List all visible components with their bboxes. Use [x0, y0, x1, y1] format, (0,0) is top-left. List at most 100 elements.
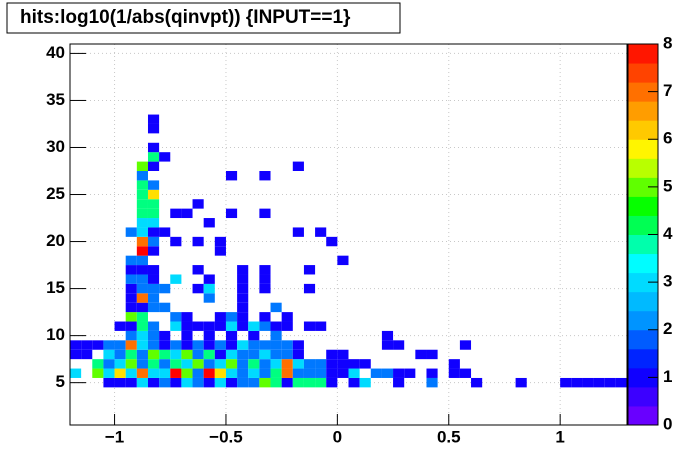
cell [225, 349, 238, 360]
cell [136, 283, 148, 294]
cell [136, 321, 148, 331]
cell [292, 349, 304, 360]
cell [259, 359, 271, 369]
color-bar-step [628, 215, 658, 235]
cell [170, 208, 182, 219]
cell [192, 368, 204, 378]
cell [426, 368, 438, 378]
y-tick-label: 20 [46, 231, 65, 250]
cell [393, 377, 405, 388]
cell [159, 377, 171, 388]
color-bar-step [628, 196, 658, 216]
cell [281, 349, 293, 360]
cell [170, 236, 182, 247]
cell [337, 359, 349, 369]
cell [203, 218, 215, 228]
cell [292, 227, 304, 237]
cell [136, 340, 148, 350]
cell [136, 265, 148, 275]
cell [381, 330, 394, 341]
cell [203, 321, 215, 331]
cell [136, 180, 148, 190]
cell [315, 227, 327, 237]
color-bar-step [628, 367, 658, 388]
cell [136, 218, 148, 228]
cell [147, 161, 160, 171]
cell [125, 359, 137, 369]
cell [315, 359, 327, 369]
x-tick-label: −1 [105, 427, 124, 446]
color-bar-step [628, 310, 658, 331]
cell [203, 368, 215, 378]
cell [237, 368, 249, 378]
cell [214, 377, 226, 388]
cell [237, 302, 249, 313]
cell [259, 321, 271, 331]
cell [270, 377, 282, 388]
cell [147, 199, 160, 209]
cell [170, 368, 182, 378]
cell [136, 368, 148, 378]
cell [103, 349, 115, 360]
cell [136, 161, 148, 171]
cell [170, 349, 182, 360]
cell [125, 321, 137, 331]
cell [270, 359, 282, 369]
cell [147, 123, 160, 134]
cell [259, 274, 271, 284]
cell [147, 293, 160, 303]
cell [214, 246, 226, 256]
cell [315, 377, 327, 388]
z-tick-label: 7 [663, 81, 672, 100]
cell [192, 199, 204, 209]
y-tick-label: 10 [46, 325, 65, 344]
cell [125, 377, 137, 388]
cell [92, 359, 104, 369]
cell [192, 265, 204, 275]
cell [136, 312, 148, 322]
cell [159, 227, 171, 237]
cell [326, 359, 338, 369]
x-tick-label: 0.5 [437, 427, 461, 446]
z-tick-label: 6 [663, 129, 672, 148]
cell [147, 208, 160, 219]
color-bar-step [628, 386, 658, 407]
cell [225, 321, 238, 331]
cell [571, 377, 583, 388]
cell [248, 321, 260, 331]
cell [348, 359, 360, 369]
cell [237, 377, 249, 388]
cell [192, 359, 204, 369]
color-bar-step [628, 158, 658, 178]
cell [147, 283, 160, 294]
y-tick-label: 5 [56, 372, 65, 391]
cell [237, 312, 249, 322]
cell [259, 283, 271, 294]
cell [147, 152, 160, 162]
cell [237, 274, 249, 284]
cell [315, 368, 327, 378]
cell [270, 349, 282, 360]
y-tick-label: 40 [46, 43, 65, 62]
cell [248, 349, 260, 360]
cell [170, 377, 182, 388]
cell [259, 208, 271, 219]
color-bar-step [628, 348, 658, 369]
cell [281, 377, 293, 388]
cell [326, 236, 338, 247]
cell [248, 368, 260, 378]
cell [70, 340, 82, 350]
cell [147, 189, 160, 200]
cell [237, 340, 249, 350]
cell [515, 377, 527, 388]
cell [303, 321, 316, 331]
cell [259, 265, 271, 275]
cell [237, 349, 249, 360]
cell [181, 312, 193, 322]
cell [370, 368, 382, 378]
cell [181, 349, 193, 360]
cell [270, 368, 282, 378]
cell [604, 377, 616, 388]
cell [381, 340, 394, 350]
cell [136, 293, 148, 303]
